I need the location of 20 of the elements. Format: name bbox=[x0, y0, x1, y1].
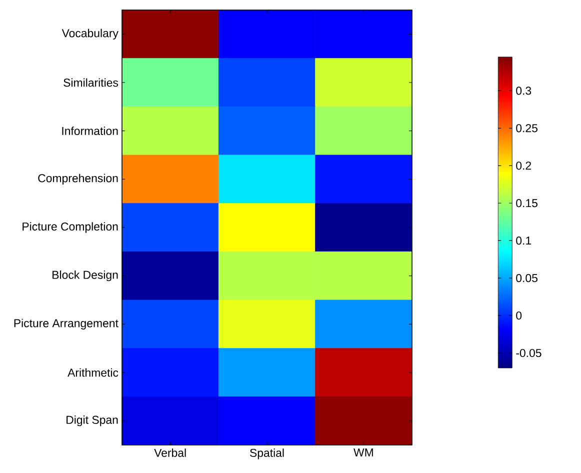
y-tick-label: Arithmetic bbox=[68, 368, 118, 377]
y-tick-label: Block Design bbox=[52, 270, 118, 282]
color-bar-label: -0.05 bbox=[516, 348, 542, 358]
y-tick-label: Digit Span bbox=[66, 416, 118, 426]
y-tick-label: Picture Arrangement bbox=[14, 318, 118, 330]
x-tick-label: Verbal bbox=[154, 448, 186, 457]
color-bar-label: 0.3 bbox=[516, 86, 532, 95]
color-bar-label: 0.05 bbox=[516, 274, 538, 282]
y-tick-label: Comprehension bbox=[38, 174, 118, 185]
y-tick-label: Vocabulary bbox=[62, 28, 118, 40]
x-tick-label: WM bbox=[354, 448, 373, 456]
color-bar-label: 0.25 bbox=[516, 124, 538, 132]
color-bar-label: 0.2 bbox=[516, 162, 532, 170]
y-tick-label: Picture Completion bbox=[22, 222, 118, 233]
y-tick-label: Similarities bbox=[64, 78, 118, 87]
color-bar-label: 0 bbox=[516, 311, 522, 320]
y-tick-label: Information bbox=[62, 126, 118, 136]
color-bar-label: 0.1 bbox=[516, 236, 532, 245]
x-tick-label: Spatial bbox=[250, 448, 284, 460]
color-bar-label: 0.15 bbox=[516, 199, 538, 208]
